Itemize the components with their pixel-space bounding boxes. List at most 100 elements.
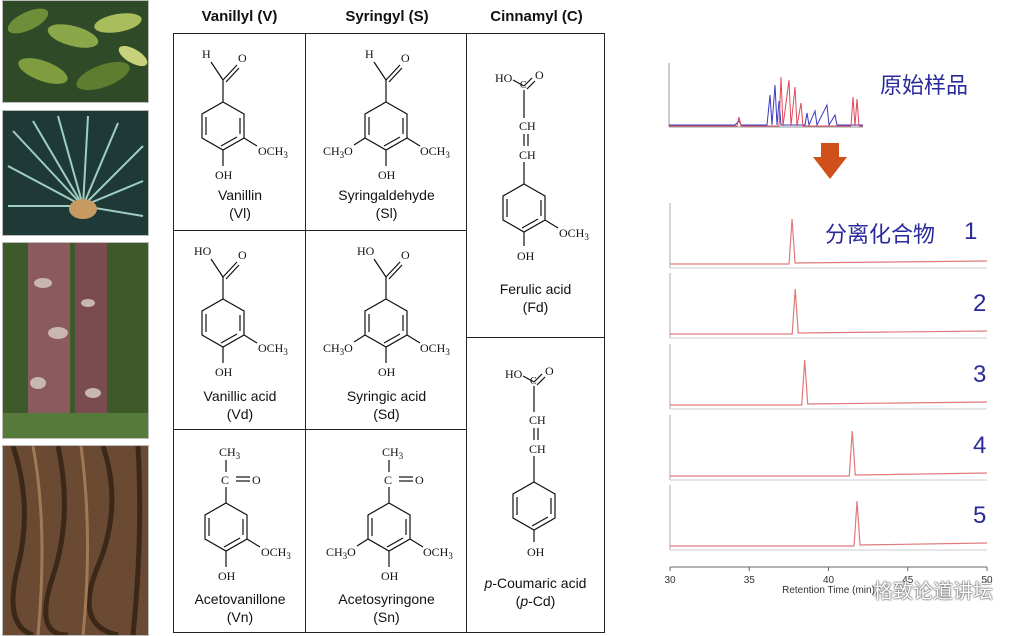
photo-bark-oak (2, 445, 149, 636)
label-ch: CH (323, 341, 340, 355)
original-trace-red (669, 76, 863, 127)
photo-leaves (2, 0, 149, 103)
structure-cell-acetovanillone: CH3 C O OH OCH3 Acetovanillone (Vn) (173, 429, 307, 633)
label-ho: HO (505, 367, 523, 381)
label-sub3: 3 (445, 150, 450, 160)
chromatogram-trace-3 (670, 359, 988, 406)
compound-number-4: 4 (973, 432, 987, 459)
label-och: OCH (559, 226, 585, 240)
label-o: O (252, 473, 261, 487)
compound-number-1: 1 (964, 218, 978, 245)
label-ch: CH (519, 119, 536, 133)
compound-name-vanillic-acid: Vanillic acid (203, 388, 277, 404)
label-o: O (238, 248, 247, 262)
label-oh: OH (215, 168, 233, 182)
original-chromatogram (668, 63, 863, 128)
label-oh: OH (381, 569, 399, 583)
photo-bark-birch (2, 242, 149, 439)
structure-cell-ferulic-acid: HO O C CH CH OH OCH3 Ferulic acid (Fd) (466, 33, 605, 339)
separated-chromatograms: 30 35 40 45 50 Retention Time (min) (664, 203, 993, 596)
photo-pine-needles (2, 110, 149, 236)
svg-text:OCH3: OCH3 (559, 226, 589, 242)
label-c: C (384, 473, 392, 487)
label-c: C (530, 376, 537, 387)
label-ch: CH (382, 445, 399, 459)
column-header-cinnamyl: Cinnamyl (C) (490, 8, 583, 25)
chromatogram-trace-2 (670, 288, 988, 335)
compound-name-vanillin: Vanillin (217, 187, 263, 203)
label-c: C (520, 80, 527, 91)
label-c: C (221, 473, 229, 487)
label-o: O (238, 51, 247, 65)
compound-abbr-syringic-acid: (Sd) (373, 406, 400, 422)
label-oh: OH (378, 168, 396, 182)
label-original-sample: 原始样品 (880, 74, 969, 99)
label-h: H (365, 47, 374, 61)
label-och: OCH (258, 144, 284, 158)
label-o: O (535, 68, 544, 82)
down-arrow (813, 143, 847, 179)
compound-abbr-vanillic-acid: (Vd) (226, 406, 254, 422)
label-h: H (202, 47, 211, 61)
time-axis-tick-label: 50 (981, 575, 993, 586)
compound-name-p-coumaric-acid: p-Coumaric acid (484, 575, 587, 591)
compound-abbr-acetovanillone: (Vn) (226, 609, 254, 625)
chromatography-panel (668, 63, 863, 179)
time-axis-tick-label: 35 (744, 575, 756, 586)
label-ho: HO (495, 71, 513, 85)
compound-abbr-ferulic-acid: (Fd) (522, 299, 549, 315)
time-axis-tick-label: 40 (823, 575, 835, 586)
label-o: O (545, 364, 554, 378)
compound-name-ferulic-acid: Ferulic acid (499, 281, 572, 297)
structure-cell-vanillin: H O OH OCH3 Vanillin (Vl) (173, 33, 307, 232)
structure-cell-p-coumaric-acid: HO O C CH CH OH p-Coumaric acid (p-Cd) (466, 337, 605, 633)
svg-text:CH3O: CH3O (326, 545, 356, 561)
svg-text:OCH3: OCH3 (261, 545, 291, 561)
time-axis-tick-label: 45 (902, 575, 914, 586)
compound-number-2: 2 (973, 290, 987, 317)
structure-cell-syringaldehyde: H O OH OCH3 CH3O Syringaldehyde (Sl) (305, 33, 468, 232)
label-och: OCH (423, 545, 449, 559)
label-sub3: 3 (343, 551, 348, 561)
column-header-syringyl: Syringyl (S) (345, 8, 429, 25)
label-ch: CH (529, 413, 546, 427)
svg-text:OCH3: OCH3 (420, 341, 450, 357)
label-ch: CH (323, 144, 340, 158)
svg-text:CH3: CH3 (219, 445, 241, 461)
label-och: OCH (261, 545, 287, 559)
label-o: O (347, 545, 356, 559)
original-trace-blue (669, 84, 863, 127)
label-sub3: 3 (445, 347, 450, 357)
label-ho: HO (357, 244, 375, 258)
label-sub3: 3 (448, 551, 453, 561)
label-o: O (401, 51, 410, 65)
label-sub3: 3 (283, 347, 288, 357)
watermark: 格致论道讲坛 (873, 579, 993, 603)
chromatogram-trace-1 (670, 218, 988, 265)
chromatogram-trace-4 (670, 430, 988, 477)
label-sub3: 3 (399, 451, 404, 461)
svg-text:CH3O: CH3O (323, 144, 353, 160)
compound-abbr-vanillin: (Vl) (229, 205, 251, 221)
compound-name-acetosyringone: Acetosyringone (338, 591, 435, 607)
label-ch: CH (219, 445, 236, 459)
label-och: OCH (258, 341, 284, 355)
compound-name-syringic-acid: Syringic acid (346, 388, 427, 404)
time-axis-tick-label: 30 (664, 575, 676, 586)
time-axis-label: Retention Time (min) (782, 585, 875, 596)
label-sub3: 3 (584, 232, 589, 242)
label-ch: CH (529, 442, 546, 456)
svg-text:OCH3: OCH3 (258, 144, 288, 160)
label-o: O (344, 341, 353, 355)
svg-text:OCH3: OCH3 (423, 545, 453, 561)
label-oh: OH (517, 249, 535, 263)
chromatogram-trace-5 (670, 500, 988, 547)
structure-cell-syringic-acid: HO O OH OCH3 CH3O Syringic acid (Sd) (305, 230, 468, 431)
label-sub3: 3 (286, 551, 291, 561)
label-oh: OH (527, 545, 545, 559)
structure-cell-vanillic-acid: HO O OH OCH3 Vanillic acid (Vd) (173, 230, 307, 431)
svg-text:OCH3: OCH3 (258, 341, 288, 357)
svg-text:OCH3: OCH3 (420, 144, 450, 160)
label-sub3: 3 (340, 347, 345, 357)
label-sub3: 3 (283, 150, 288, 160)
